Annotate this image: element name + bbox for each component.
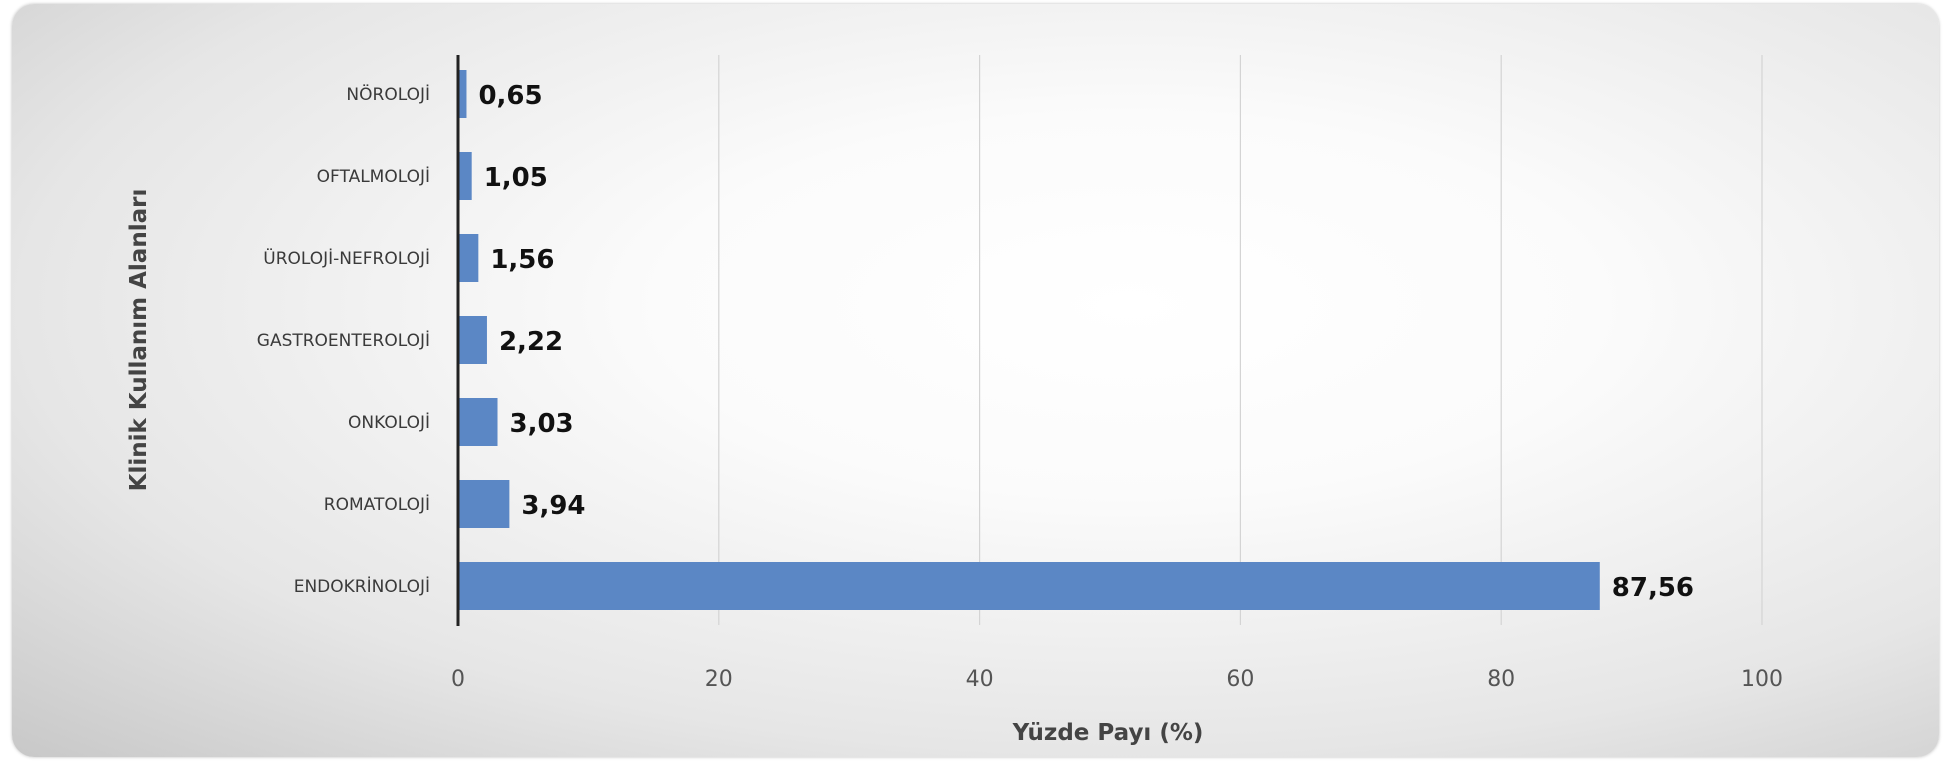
category-label: OFTALMOLOJİ bbox=[317, 166, 430, 187]
category-label: ONKOLOJİ bbox=[348, 412, 430, 433]
bar bbox=[458, 234, 479, 282]
x-tick-label: 60 bbox=[1226, 667, 1254, 692]
category-label: ÜROLOJİ-NEFROLOJİ bbox=[263, 247, 430, 269]
data-label: 1,05 bbox=[484, 163, 548, 193]
bar bbox=[458, 70, 467, 118]
category-label: GASTROENTEROLOJİ bbox=[257, 330, 430, 351]
bar bbox=[458, 562, 1600, 610]
bar bbox=[458, 316, 487, 364]
data-label: 3,03 bbox=[510, 409, 574, 439]
data-label: 2,22 bbox=[499, 327, 563, 357]
data-label: 3,94 bbox=[521, 491, 585, 521]
category-label: ENDOKRİNOLOJİ bbox=[294, 576, 430, 597]
bars bbox=[458, 70, 1600, 610]
data-label: 87,56 bbox=[1612, 573, 1694, 603]
x-tick-label: 20 bbox=[705, 667, 733, 692]
x-tick-label: 100 bbox=[1741, 667, 1783, 692]
x-tick-label: 0 bbox=[451, 667, 465, 692]
chart-frame bbox=[12, 4, 1939, 757]
gridlines bbox=[718, 55, 1763, 625]
x-axis-title: Yüzde Payı (%) bbox=[1012, 720, 1204, 746]
y-axis-title: Klinik Kullanım Alanları bbox=[126, 189, 152, 492]
data-label: 0,65 bbox=[478, 81, 542, 111]
data-labels: 0,65 1,05 1,56 2,22 3,03 3,94 87,56 bbox=[478, 81, 1694, 603]
bar bbox=[458, 480, 510, 528]
x-tick-label: 80 bbox=[1487, 667, 1515, 692]
category-labels: NÖROLOJİ OFTALMOLOJİ ÜROLOJİ-NEFROLOJİ GAST… bbox=[257, 83, 430, 597]
x-tick-labels: 0 20 40 60 80 100 bbox=[451, 667, 1783, 692]
x-tick-label: 40 bbox=[966, 667, 994, 692]
bar bbox=[458, 398, 498, 446]
data-label: 1,56 bbox=[490, 245, 554, 275]
category-label: NÖROLOJİ bbox=[346, 83, 430, 105]
category-label: ROMATOLOJİ bbox=[324, 494, 430, 515]
bar bbox=[458, 152, 472, 200]
